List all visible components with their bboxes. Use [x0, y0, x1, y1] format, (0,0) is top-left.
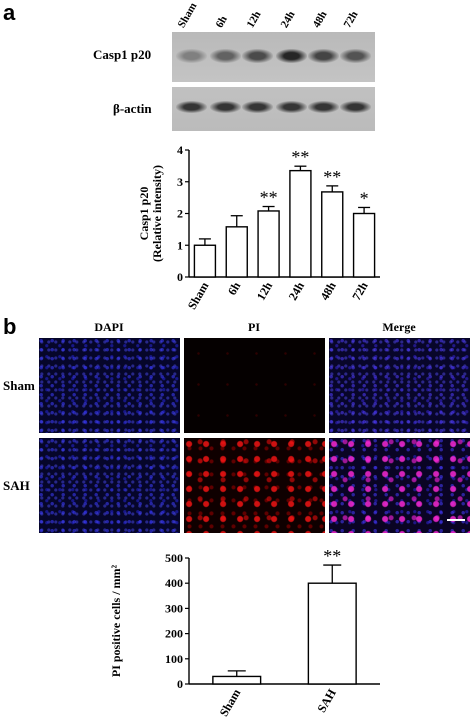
blot-strip-actin [172, 87, 375, 131]
significance-label: ** [323, 546, 341, 566]
significance-label: ** [260, 188, 278, 208]
significance-label: ** [291, 147, 309, 167]
casp1-bar-chart: 0 1 2 3 4 Casp1 p20 (Relative intensity) Sham 6h… [137, 143, 380, 312]
panel-b-letter: b [3, 314, 17, 339]
y-tick-label: 0 [177, 270, 183, 284]
y-tick-label: 0 [177, 677, 183, 691]
x-tick-label: 72h [349, 279, 371, 302]
y-tick-label: 300 [165, 601, 183, 615]
micro-row-label-sah: SAH [3, 478, 30, 493]
casp1-band [340, 49, 371, 63]
actin-band [276, 101, 307, 113]
actin-band [176, 101, 207, 113]
micrograph-merge-sah [329, 438, 470, 533]
y-tick-label: 3 [177, 175, 183, 189]
x-tick-label: Sham [217, 686, 244, 718]
x-tick-label: 6h [225, 279, 244, 297]
actin-band [340, 101, 371, 113]
y-axis-label: PI positive cells / mm² [109, 564, 123, 677]
blot-row-label-casp1: Casp1 p20 [93, 47, 152, 62]
actin-band [308, 101, 339, 113]
actin-band [210, 101, 241, 113]
y-tick-label: 2 [177, 207, 183, 221]
casp1-band [210, 49, 241, 63]
blot-lane-label-24h: 24h [278, 9, 298, 30]
scale-bar [447, 519, 465, 521]
micrograph-pi-sah [184, 438, 325, 533]
blot-lane-label-sham: Sham [175, 0, 200, 31]
y-tick-label: 400 [165, 576, 183, 590]
blot-row-label-actin: β-actin [113, 101, 152, 116]
blot-lane-label-48h: 48h [310, 9, 330, 30]
pi-bar-chart: 0 100 200 300 400 500 PI positive cells / mm² S… [109, 546, 380, 719]
y-tick-label: 100 [165, 652, 183, 666]
y-tick-label: 200 [165, 627, 183, 641]
y-axis-label: Casp1 p20 [137, 187, 151, 241]
actin-band [242, 101, 273, 113]
micro-col-label-merge: Merge [382, 320, 416, 334]
blot-lane-label-72h: 72h [341, 9, 361, 30]
casp1-band [308, 49, 339, 63]
bar-sham [212, 675, 262, 685]
y-axis-label-2: (Relative intensity) [150, 165, 164, 262]
y-tick-label: 4 [177, 143, 183, 157]
bar-48h [321, 191, 344, 278]
micrograph-pi-sham [184, 338, 325, 433]
casp1-band [276, 49, 307, 63]
significance-label: ** [323, 167, 341, 187]
casp1-band [242, 49, 273, 63]
blot-lane-label-6h: 6h [213, 13, 230, 30]
micro-row-label-sham: Sham [3, 378, 35, 393]
x-tick-label: Sham [185, 279, 212, 311]
blot-lane-label-12h: 12h [244, 9, 264, 30]
bar-72h [352, 212, 376, 278]
y-tick-label: 1 [177, 238, 183, 252]
casp1-band [176, 49, 207, 63]
bar-sah [307, 582, 357, 685]
bar-6h [225, 226, 248, 278]
micro-col-label-dapi: DAPI [94, 320, 124, 334]
micrograph-merge-sham [329, 338, 470, 433]
bar-sham [193, 244, 217, 278]
significance-label: * [360, 188, 369, 208]
x-tick-label: 24h [286, 279, 308, 302]
x-tick-label: 48h [317, 279, 339, 302]
blot-strip-casp1 [172, 32, 375, 82]
panel-a-letter: a [3, 0, 16, 25]
bar-12h [257, 210, 280, 278]
bar-24h [289, 169, 312, 278]
y-tick-label: 500 [165, 551, 183, 565]
micrograph-dapi-sah [39, 438, 180, 533]
x-tick-label: SAH [314, 686, 339, 715]
micro-col-label-pi: PI [248, 320, 260, 334]
micrograph-dapi-sham [39, 338, 180, 433]
x-tick-label: 12h [254, 279, 276, 302]
